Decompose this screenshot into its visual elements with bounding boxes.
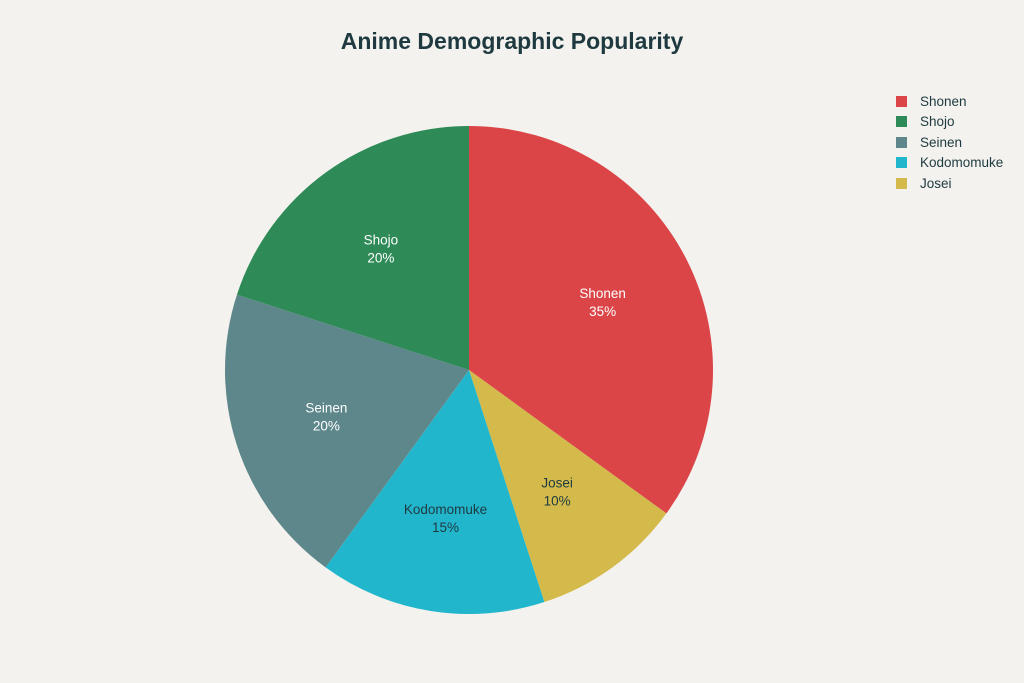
slice-value-josei: 10% — [544, 493, 571, 508]
legend-item-shojo[interactable]: Shojo — [896, 112, 1003, 133]
slice-value-kodomomuke: 15% — [432, 520, 459, 535]
slice-label-seinen: Seinen — [305, 400, 347, 415]
legend-item-kodomomuke[interactable]: Kodomomuke — [896, 153, 1003, 174]
pie-slice-seinen — [224, 294, 469, 568]
pie-slice-josei — [469, 370, 667, 603]
slice-label-kodomomuke: Kodomomuke — [404, 502, 487, 517]
legend-label-shojo: Shojo — [920, 114, 955, 130]
legend-swatch-kodomomuke — [896, 157, 907, 169]
pie-slice-shojo — [236, 126, 469, 370]
slice-value-shonen: 35% — [589, 304, 616, 319]
legend-label-josei: Josei — [920, 175, 952, 191]
legend-item-seinen[interactable]: Seinen — [896, 132, 1003, 153]
legend-label-shonen: Shonen — [920, 93, 967, 109]
pie-slice-shonen — [469, 126, 713, 514]
legend-swatch-seinen — [896, 136, 907, 148]
legend-swatch-shojo — [896, 116, 907, 128]
legend-swatch-shonen — [896, 95, 907, 107]
legend-item-josei[interactable]: Josei — [896, 173, 1003, 194]
slice-value-shojo: 20% — [367, 251, 394, 266]
chart-title: Anime Demographic Popularity — [340, 28, 684, 54]
legend: Shonen Shojo Seinen Kodomomuke Josei — [896, 91, 1003, 194]
legend-label-kodomomuke: Kodomomuke — [920, 155, 1004, 171]
pie-slice-kodomomuke — [325, 370, 545, 614]
legend-item-shonen[interactable]: Shonen — [896, 91, 1003, 112]
legend-label-seinen: Seinen — [920, 134, 963, 150]
slice-label-shojo: Shojo — [364, 233, 399, 248]
slice-label-shonen: Shonen — [579, 286, 626, 301]
legend-swatch-josei — [896, 177, 907, 189]
slice-value-seinen: 20% — [313, 418, 340, 433]
slice-label-josei: Josei — [541, 475, 573, 490]
